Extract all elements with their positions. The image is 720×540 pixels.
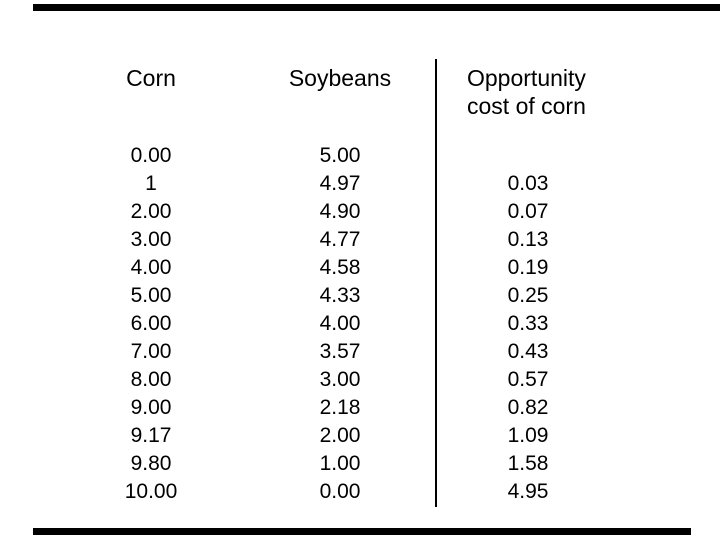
column-divider-line <box>435 59 437 507</box>
opportunity-cost-value: 0.13 <box>507 228 549 251</box>
soybeans-value: 3.57 <box>319 340 361 363</box>
corn-value: 2.00 <box>130 200 172 223</box>
opportunity-header-line2: cost of corn <box>467 93 586 119</box>
soybeans-value: 4.97 <box>319 172 361 195</box>
corn-value: 1 <box>145 172 157 195</box>
opportunity-cost-value: 0.43 <box>507 340 549 363</box>
top-edge-bar <box>33 4 720 11</box>
soybeans-value: 2.18 <box>319 396 361 419</box>
soybeans-value: 2.00 <box>319 424 361 447</box>
opportunity-cost-value: 1.58 <box>507 452 549 475</box>
soybeans-value: 4.90 <box>319 200 361 223</box>
corn-value: 8.00 <box>130 368 172 391</box>
soybeans-value: 4.33 <box>319 284 361 307</box>
corn-value: 5.00 <box>130 284 172 307</box>
opportunity-cost-value: 0.03 <box>507 172 549 195</box>
soybeans-value: 5.00 <box>319 144 361 167</box>
soybeans-value: 0.00 <box>319 480 361 503</box>
opportunity-header-line1: Opportunity <box>467 65 586 91</box>
opportunity-cost-value: 0.33 <box>507 312 549 335</box>
bottom-edge-bar <box>33 528 691 535</box>
opportunity-cost-value: 0.07 <box>507 200 549 223</box>
soybeans-value: 1.00 <box>319 452 361 475</box>
soybeans-value: 4.77 <box>319 228 361 251</box>
soybeans-column-header: Soybeans <box>288 65 392 91</box>
opportunity-cost-value: 0.57 <box>507 368 549 391</box>
corn-value: 6.00 <box>130 312 172 335</box>
opportunity-cost-value <box>468 142 588 170</box>
corn-value: 10.00 <box>124 480 178 503</box>
corn-value: 3.00 <box>130 228 172 251</box>
corn-value: 9.80 <box>130 452 172 475</box>
opportunity-cost-value: 0.25 <box>507 284 549 307</box>
soybeans-value: 3.00 <box>319 368 361 391</box>
opportunity-cost-column-header: Opportunity cost of corn <box>467 64 637 120</box>
soybeans-column-values: 5.00 4.97 4.90 4.77 4.58 4.33 4.00 3.57 3.00 2.18… <box>280 142 400 506</box>
opportunity-cost-value: 0.82 <box>507 396 549 419</box>
corn-value: 9.00 <box>130 396 172 419</box>
corn-value: 4.00 <box>130 256 172 279</box>
corn-value: 7.00 <box>130 340 172 363</box>
opportunity-cost-value: 1.09 <box>507 424 549 447</box>
corn-column-values: 0.00 1 2.00 3.00 4.00 5.00 6.00 7.00 8.00 9.00 9.1… <box>91 142 211 506</box>
opportunity-cost-value: 0.19 <box>507 256 549 279</box>
soybeans-value: 4.58 <box>319 256 361 279</box>
corn-column-header: Corn <box>126 65 176 91</box>
corn-value: 0.00 <box>130 144 172 167</box>
corn-value: 9.17 <box>130 424 172 447</box>
opportunity-cost-value: 4.95 <box>507 480 549 503</box>
opportunity-cost-column-values: 0.03 0.07 0.13 0.19 0.25 0.33 0.43 0.57 0.82 1.09… <box>468 142 588 506</box>
soybeans-value: 4.00 <box>319 312 361 335</box>
